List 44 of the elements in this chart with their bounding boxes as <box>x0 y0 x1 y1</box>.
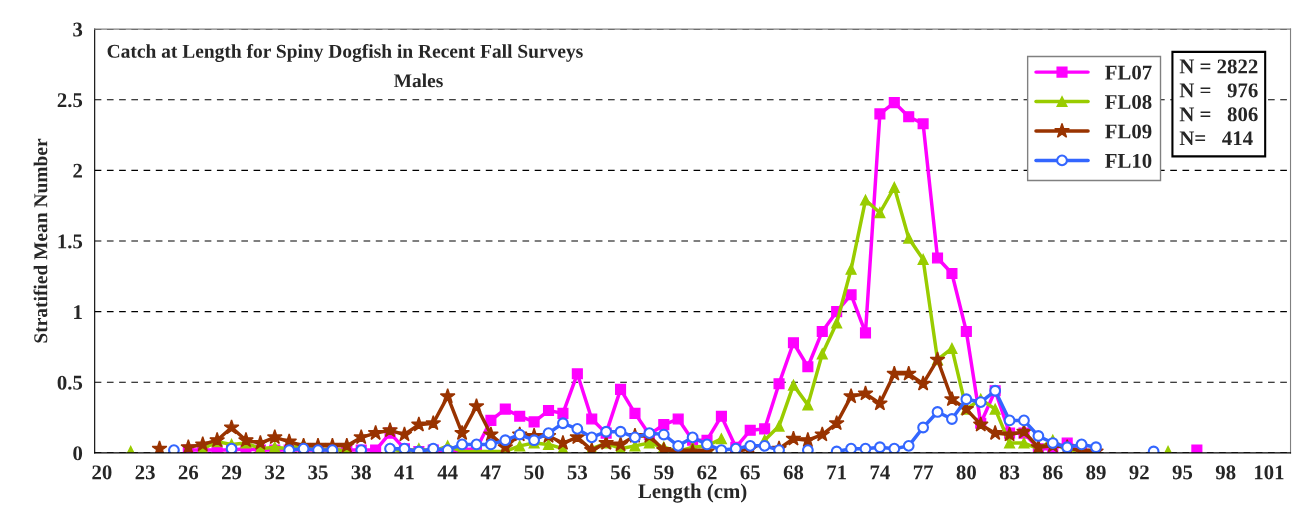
x-tick-label: 20 <box>92 465 112 480</box>
y-tick-label: 1 <box>74 305 82 319</box>
x-tick-label: 80 <box>956 465 976 480</box>
x-tick-label: 77 <box>913 465 934 480</box>
y-tick-label: 0.5 <box>57 375 83 390</box>
y-tick-label: 0 <box>73 446 83 461</box>
x-tick-label: 62 <box>697 465 717 480</box>
x-tick-label: 47 <box>480 465 501 480</box>
y-tick-label: 2.5 <box>57 93 83 108</box>
x-tick-label: 56 <box>610 465 631 480</box>
x-tick-label: 50 <box>524 465 544 480</box>
x-tick-label: 68 <box>783 465 804 480</box>
x-tick-label: 53 <box>567 465 588 480</box>
legend-label: FL09 <box>1105 124 1152 139</box>
x-tick-label: 35 <box>308 465 328 480</box>
legend-label: FL07 <box>1105 65 1152 80</box>
x-tick-label: 95 <box>1172 465 1193 480</box>
x-tick-label: 23 <box>135 465 155 480</box>
legend-label: FL10 <box>1105 153 1152 168</box>
x-tick-label: 101 <box>1254 465 1284 480</box>
x-tick-label: 29 <box>222 465 242 480</box>
x-tick-label: 83 <box>999 465 1020 480</box>
x-axis-title: Length (cm) <box>638 483 747 503</box>
x-tick-label: 41 <box>394 465 414 480</box>
x-tick-label: 38 <box>351 465 371 480</box>
annotation: N = 2822 N = 976 N = 806 N= 414 <box>1179 59 1258 146</box>
x-tick-label: 86 <box>1043 465 1063 480</box>
x-tick-label: 98 <box>1215 465 1236 480</box>
legend-label: FL08 <box>1105 94 1152 110</box>
y-axis-title: Stratified Mean Number <box>33 138 48 343</box>
x-tick-label: 71 <box>827 465 847 480</box>
y-tick-label: 1.5 <box>58 234 83 249</box>
y-tick-label: 2 <box>73 163 82 178</box>
x-tick-label: 32 <box>265 465 285 480</box>
text: Males <box>393 73 443 88</box>
x-tick-label: 59 <box>654 465 674 480</box>
x-tick-label: 89 <box>1086 465 1106 480</box>
x-tick-label: 65 <box>740 465 760 480</box>
x-tick-label: 26 <box>178 465 199 480</box>
x-tick-label: 92 <box>1129 465 1149 480</box>
text: Catch at Length for Spiny Dogfish in Recent Fall Surveys <box>107 43 583 62</box>
y-tick-label: 3 <box>73 22 83 37</box>
x-tick-label: 74 <box>870 465 890 480</box>
x-tick-label: 44 <box>437 465 458 480</box>
